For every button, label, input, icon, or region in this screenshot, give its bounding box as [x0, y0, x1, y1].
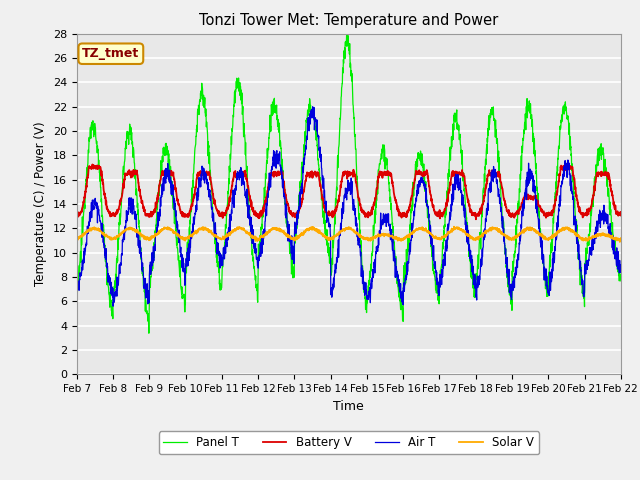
- Solar V: [507, 237, 515, 242]
- Air T: [109, 303, 117, 309]
- Air T: [508, 281, 515, 287]
- Battery V: [617, 209, 625, 215]
- Panel T: [73, 292, 81, 298]
- Line: Air T: Air T: [77, 107, 621, 306]
- Air T: [617, 268, 625, 274]
- Panel T: [508, 298, 515, 303]
- Solar V: [569, 228, 577, 234]
- Battery V: [472, 216, 480, 222]
- Battery V: [225, 203, 232, 209]
- Panel T: [570, 173, 577, 179]
- Battery V: [584, 211, 592, 217]
- Title: Tonzi Tower Met: Temperature and Power: Tonzi Tower Met: Temperature and Power: [199, 13, 499, 28]
- Battery V: [365, 212, 372, 218]
- Air T: [365, 288, 372, 294]
- Solar V: [365, 236, 372, 241]
- Line: Battery V: Battery V: [77, 165, 621, 219]
- Solar V: [617, 235, 625, 241]
- Air T: [570, 196, 577, 202]
- Line: Panel T: Panel T: [77, 34, 621, 333]
- Battery V: [570, 173, 577, 179]
- Panel T: [617, 278, 625, 284]
- Solar V: [376, 233, 384, 239]
- Y-axis label: Temperature (C) / Power (V): Temperature (C) / Power (V): [35, 122, 47, 286]
- Battery V: [88, 162, 96, 168]
- Panel T: [365, 277, 372, 283]
- Panel T: [145, 330, 153, 336]
- Panel T: [225, 176, 232, 181]
- Battery V: [73, 212, 81, 217]
- Battery V: [508, 214, 515, 220]
- Solar V: [616, 239, 623, 245]
- Panel T: [343, 31, 351, 36]
- Air T: [225, 228, 232, 233]
- X-axis label: Time: Time: [333, 400, 364, 413]
- Air T: [73, 285, 81, 290]
- Solar V: [73, 237, 81, 242]
- Legend: Panel T, Battery V, Air T, Solar V: Panel T, Battery V, Air T, Solar V: [159, 432, 539, 454]
- Line: Solar V: Solar V: [77, 227, 621, 242]
- Panel T: [584, 241, 592, 247]
- Panel T: [377, 156, 385, 162]
- Battery V: [376, 170, 384, 176]
- Solar V: [225, 232, 232, 238]
- Text: TZ_tmet: TZ_tmet: [82, 47, 140, 60]
- Air T: [309, 104, 317, 109]
- Air T: [377, 210, 385, 216]
- Solar V: [450, 224, 458, 229]
- Solar V: [584, 237, 592, 242]
- Air T: [584, 260, 592, 265]
